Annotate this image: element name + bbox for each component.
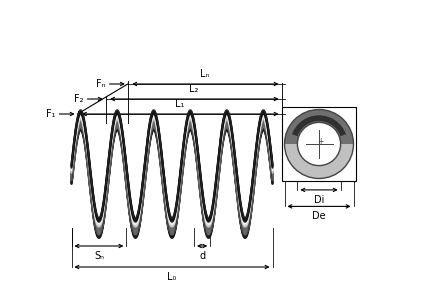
Text: De: De xyxy=(312,211,326,221)
Text: Sₙ: Sₙ xyxy=(94,251,104,261)
Wedge shape xyxy=(284,110,354,178)
Text: Di: Di xyxy=(314,195,324,205)
Circle shape xyxy=(298,122,340,166)
Text: Fₙ: Fₙ xyxy=(96,79,105,89)
Text: F₁: F₁ xyxy=(45,109,55,119)
Text: d: d xyxy=(199,251,205,261)
Wedge shape xyxy=(292,115,346,136)
Bar xyxy=(282,107,356,181)
Text: L₁: L₁ xyxy=(175,99,184,109)
Text: L₀: L₀ xyxy=(167,272,177,282)
Text: F₂: F₂ xyxy=(74,94,83,104)
Text: Lₙ: Lₙ xyxy=(200,69,210,79)
Wedge shape xyxy=(284,110,354,144)
Text: +: + xyxy=(317,137,324,146)
Text: L₂: L₂ xyxy=(189,84,198,94)
